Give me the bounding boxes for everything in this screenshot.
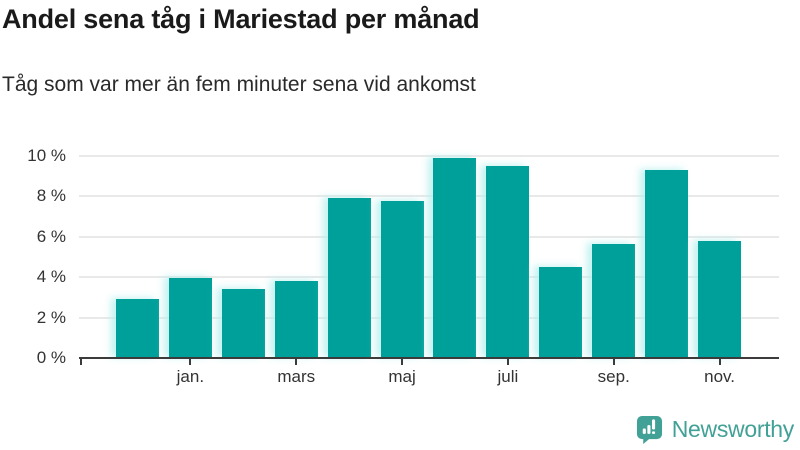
chart-subtitle: Tåg som var mer än fem minuter sena vid … [2,73,476,96]
bar-6 [380,201,424,358]
bar-2 [168,278,212,358]
x-axis-tick-label: maj [388,367,416,386]
gridline-6 [79,235,779,238]
x-axis-tick-label: mars [277,367,316,386]
x-axis-tick-sep [612,359,615,365]
gridline-4 [79,276,779,279]
y-axis-tick-label: 6 % [36,226,66,246]
x-axis-tick-label: juli [497,367,519,386]
y-axis-tick-label: 10 % [27,146,66,165]
newsworthy-icon [636,416,662,444]
x-axis-tick-maj [401,359,404,365]
gridline-2 [79,316,779,319]
bar-7 [433,158,477,358]
y-axis-tick-label: 8 % [36,186,66,206]
x-axis-tick-juli [506,359,509,365]
x-axis-tick-nov [718,359,721,365]
x-axis-start-tick [80,357,82,365]
chart-title: Andel sena tåg i Mariestad per månad [2,4,480,34]
y-axis-tick-label: 4 % [36,267,66,287]
newsworthy-logo: Newsworthy [636,415,794,444]
newsworthy-wordmark: Newsworthy [671,416,795,442]
bar-8 [486,166,530,358]
y-axis-tick-label: 0 % [36,348,66,367]
x-axis-tick-label: sep. [597,367,630,386]
bar-1 [115,299,159,358]
bar-5 [327,198,371,358]
y-axis-tick-label: 2 % [36,307,66,327]
bar-4 [274,281,318,358]
bar-10 [592,243,636,358]
gridline-8 [79,195,779,198]
x-axis-tick-mars [295,359,298,365]
bar-9 [539,267,583,358]
bar-12 [698,240,742,358]
bar-11 [645,170,689,358]
x-axis-tick-label: jan. [176,367,205,386]
x-axis-baseline [79,357,779,359]
gridline-10 [79,155,779,157]
bar-3 [221,289,265,358]
x-axis-tick-label: nov. [704,367,736,386]
x-axis-tick-jan [189,359,192,365]
